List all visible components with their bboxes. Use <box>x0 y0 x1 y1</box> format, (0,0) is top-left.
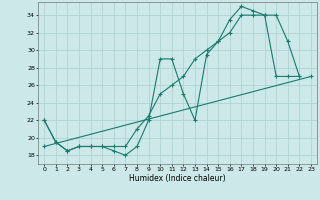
X-axis label: Humidex (Indice chaleur): Humidex (Indice chaleur) <box>129 174 226 183</box>
